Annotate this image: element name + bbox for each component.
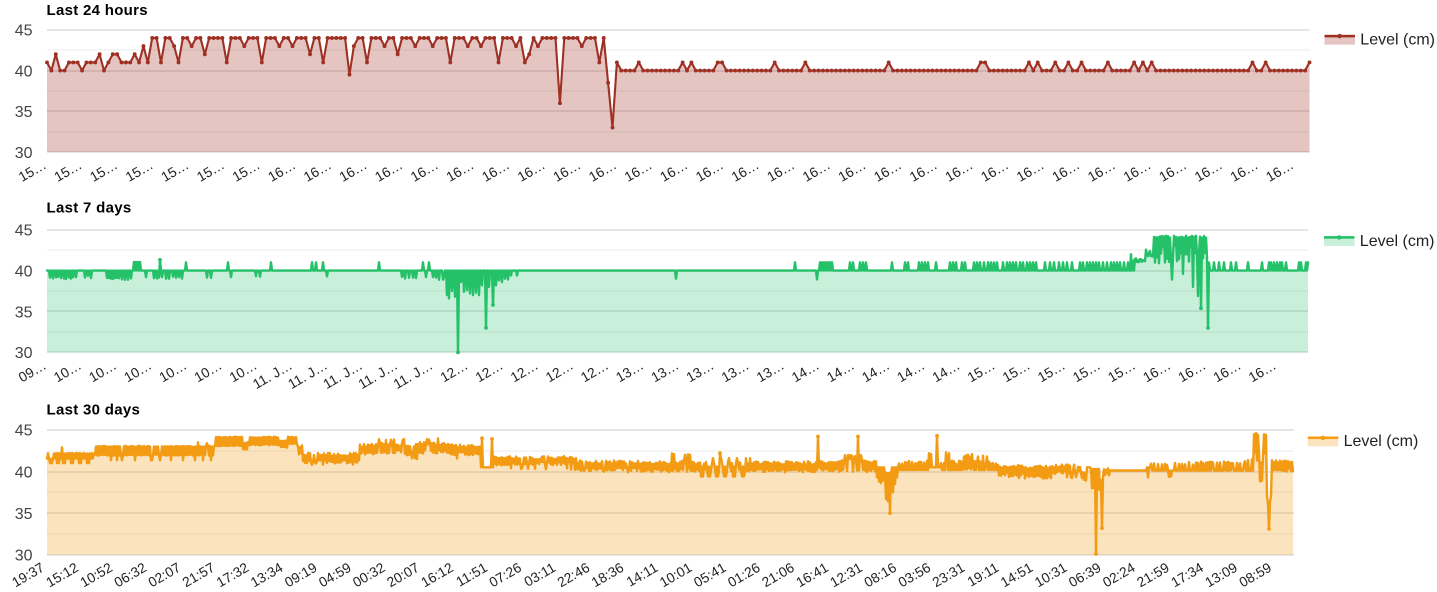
svg-text:40: 40 (15, 63, 33, 80)
svg-text:35: 35 (15, 506, 33, 523)
svg-text:35: 35 (15, 304, 33, 321)
svg-text:30: 30 (15, 145, 33, 162)
svg-text:45: 45 (15, 23, 33, 40)
svg-text:40: 40 (15, 263, 33, 280)
svg-text:40: 40 (15, 464, 33, 481)
svg-text:Level (cm): Level (cm) (1360, 233, 1435, 250)
svg-text:30: 30 (15, 345, 33, 362)
svg-text:Last 7 days: Last 7 days (47, 200, 132, 217)
svg-text:Level (cm): Level (cm) (1344, 433, 1419, 450)
svg-text:Level (cm): Level (cm) (1360, 32, 1435, 49)
svg-text:45: 45 (15, 222, 33, 239)
svg-text:30: 30 (15, 548, 33, 565)
svg-text:45: 45 (15, 423, 33, 440)
svg-text:35: 35 (15, 104, 33, 121)
svg-text:Last 30 days: Last 30 days (47, 402, 141, 419)
svg-text:Last 24 hours: Last 24 hours (47, 2, 148, 19)
